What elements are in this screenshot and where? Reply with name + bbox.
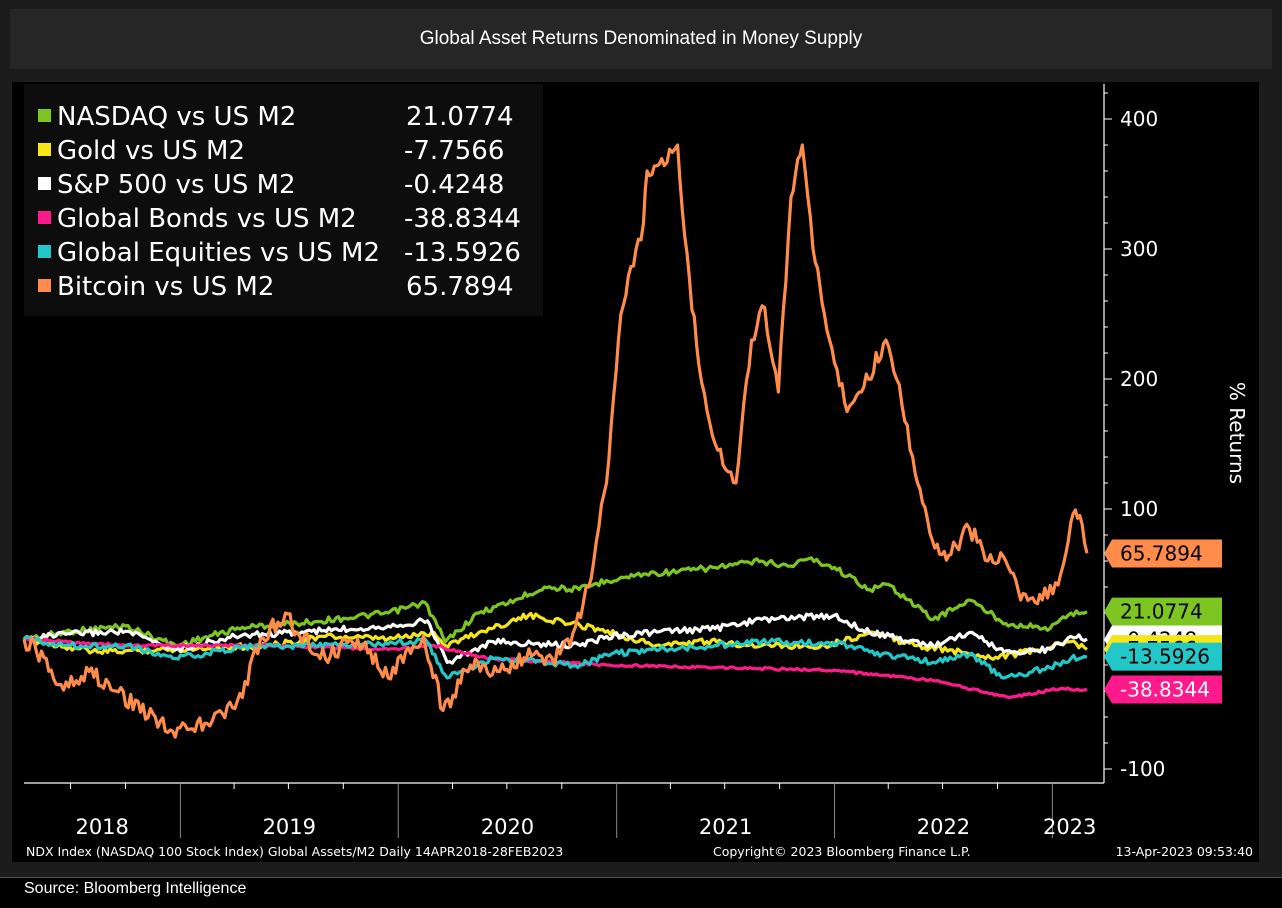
legend-series-value: -13.5926 [404,238,521,268]
last-value-badge: 21.0774 [1104,597,1222,626]
legend-background [24,84,543,316]
badge-label: 65.7894 [1120,541,1203,565]
legend-swatch [38,109,51,122]
line-chart: -100 100 200 300 400 2018 2019 2020 2021 2022 2023… [22,84,1253,859]
source-note: Source: Bloomberg Intelligence [24,880,247,897]
legend-series-value: 65.7894 [406,272,514,302]
x-year-label: 2022 [917,815,970,839]
legend-series-value: -0.4248 [404,170,504,200]
badge-label: -38.8344 [1120,677,1210,701]
y-tick-label: 100 [1120,497,1158,521]
copyright-text: Copyright© 2023 Bloomberg Finance L.P. [713,844,971,859]
y-tick-label: 200 [1120,367,1158,391]
legend-series-name: Bitcoin vs US M2 [57,272,274,302]
index-info-text: NDX Index (NASDAQ 100 Stock Index) Globa… [26,844,563,859]
series-line-0 [22,556,1088,648]
timestamp-text: 13-Apr-2023 09:53:40 [1116,844,1253,859]
legend-swatch [38,279,51,292]
x-year-label: 2020 [481,815,534,839]
legend: NASDAQ vs US M2 21.0774 Gold vs US M2 -7.75… [24,84,543,316]
legend-swatch [38,143,51,156]
axes: -100 100 200 300 400 2018 2019 2020 2021 2022 2023 [24,84,1165,839]
badge-label: 21.0774 [1120,600,1203,624]
chart-title-bar: Global Asset Returns Denominated in Mone… [10,9,1272,69]
legend-series-value: 21.0774 [406,102,514,132]
legend-series-name: S&P 500 vs US M2 [57,170,296,200]
badge-shape [1104,675,1222,704]
chart-title: Global Asset Returns Denominated in Mone… [419,28,863,49]
legend-series-name: NASDAQ vs US M2 [57,102,296,132]
footer-bar [0,877,1282,908]
y-axis-label: % Returns [1225,382,1249,484]
last-value-badge: -13.5926 [1104,642,1222,671]
x-year-label: 2023 [1043,815,1096,839]
badge-shape [1104,642,1222,671]
last-value-badges: 65.789421.0774-0.4248-7.7566-13.5926-38.… [1104,539,1222,704]
legend-swatch [38,177,51,190]
legend-series-name: Gold vs US M2 [57,136,245,166]
last-value-badge: -38.8344 [1104,675,1222,704]
legend-swatch [38,211,51,224]
legend-series-name: Global Bonds vs US M2 [57,204,357,234]
x-year-label: 2021 [699,815,752,839]
y-tick-label: -100 [1120,757,1165,781]
badge-shape [1104,597,1222,626]
legend-series-value: -38.8344 [404,204,521,234]
x-year-label: 2019 [263,815,316,839]
legend-series-name: Global Equities vs US M2 [57,238,380,268]
badge-label: -13.5926 [1120,645,1210,669]
series-line-5 [22,143,1089,739]
legend-swatch [38,245,51,258]
legend-series-value: -7.7566 [404,136,504,166]
x-year-label: 2018 [75,815,128,839]
y-tick-label: 400 [1120,107,1158,131]
series-lines [22,143,1089,739]
last-value-badge: 65.7894 [1104,539,1222,568]
y-tick-label: 300 [1120,237,1158,261]
badge-shape [1104,539,1222,568]
